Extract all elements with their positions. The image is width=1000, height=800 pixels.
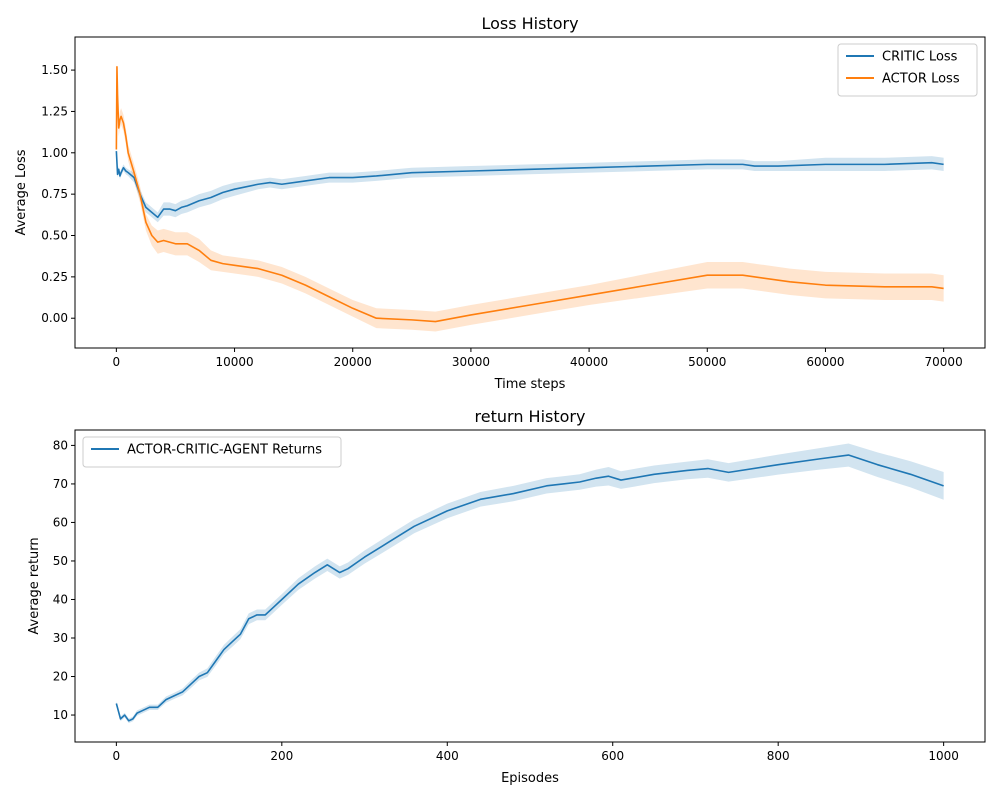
series-band-1 [116, 61, 944, 332]
x-axis-label: Episodes [501, 771, 559, 786]
x-tick-label: 50000 [688, 355, 726, 369]
x-tick-label: 400 [436, 749, 459, 763]
axes-frame [74, 429, 986, 743]
y-tick-label: 10 [53, 708, 68, 722]
y-tick-label: 30 [53, 631, 68, 645]
series-line-0 [115, 454, 944, 722]
legend-label-0: ACTOR-CRITIC-AGENT Returns [127, 443, 322, 458]
y-tick-label: 60 [53, 515, 68, 529]
series-band-0 [116, 147, 944, 223]
x-tick-label: 70000 [925, 355, 963, 369]
y-tick-label: 1.00 [41, 146, 68, 160]
y-axis-label: Average Loss [14, 149, 29, 235]
legend-label-1: ACTOR Loss [882, 72, 960, 87]
x-tick-label: 600 [601, 749, 624, 763]
x-tick-label: 200 [270, 749, 293, 763]
x-tick-label: 800 [767, 749, 790, 763]
chart-title: return History [475, 407, 586, 426]
y-tick-label: 0.00 [41, 311, 68, 325]
series-line-0 [115, 151, 944, 219]
legend: CRITIC Loss ACTOR Loss [837, 43, 978, 97]
y-tick-label: 50 [53, 554, 68, 568]
y-tick-label: 1.25 [41, 104, 68, 118]
loss-history-panel: Loss History 0 10000 20000 30000 40000 50000 60… [14, 14, 986, 392]
x-tick-label: 0 [113, 749, 121, 763]
legend: ACTOR-CRITIC-AGENT Returns [82, 436, 342, 468]
x-axis-label: Time steps [494, 377, 566, 392]
series-line-1 [115, 65, 944, 323]
return-history-panel: return History 0 200 400 600 800 1000 10 20 30 40 5… [27, 407, 986, 786]
y-tick-label: 20 [53, 670, 68, 684]
legend-label-0: CRITIC Loss [882, 50, 958, 65]
y-tick-label: 40 [53, 592, 68, 606]
y-tick-label: 0.25 [41, 270, 68, 284]
x-tick-label: 30000 [452, 355, 490, 369]
y-tick-label: 1.50 [41, 63, 68, 77]
x-tick-label: 10000 [215, 355, 253, 369]
x-tick-label: 60000 [806, 355, 844, 369]
y-tick-label: 0.50 [41, 229, 68, 243]
axes-frame [74, 36, 986, 349]
y-tick-label: 80 [53, 438, 68, 452]
x-tick-label: 0 [113, 355, 121, 369]
y-axis-label: Average return [27, 537, 42, 634]
series-band-0 [116, 443, 944, 724]
x-tick-label: 40000 [570, 355, 608, 369]
y-tick-label: 70 [53, 477, 68, 491]
y-tick-label: 0.75 [41, 187, 68, 201]
legend-box [82, 436, 342, 468]
chart-title: Loss History [481, 14, 578, 33]
x-tick-label: 20000 [334, 355, 372, 369]
x-tick-label: 1000 [928, 749, 959, 763]
